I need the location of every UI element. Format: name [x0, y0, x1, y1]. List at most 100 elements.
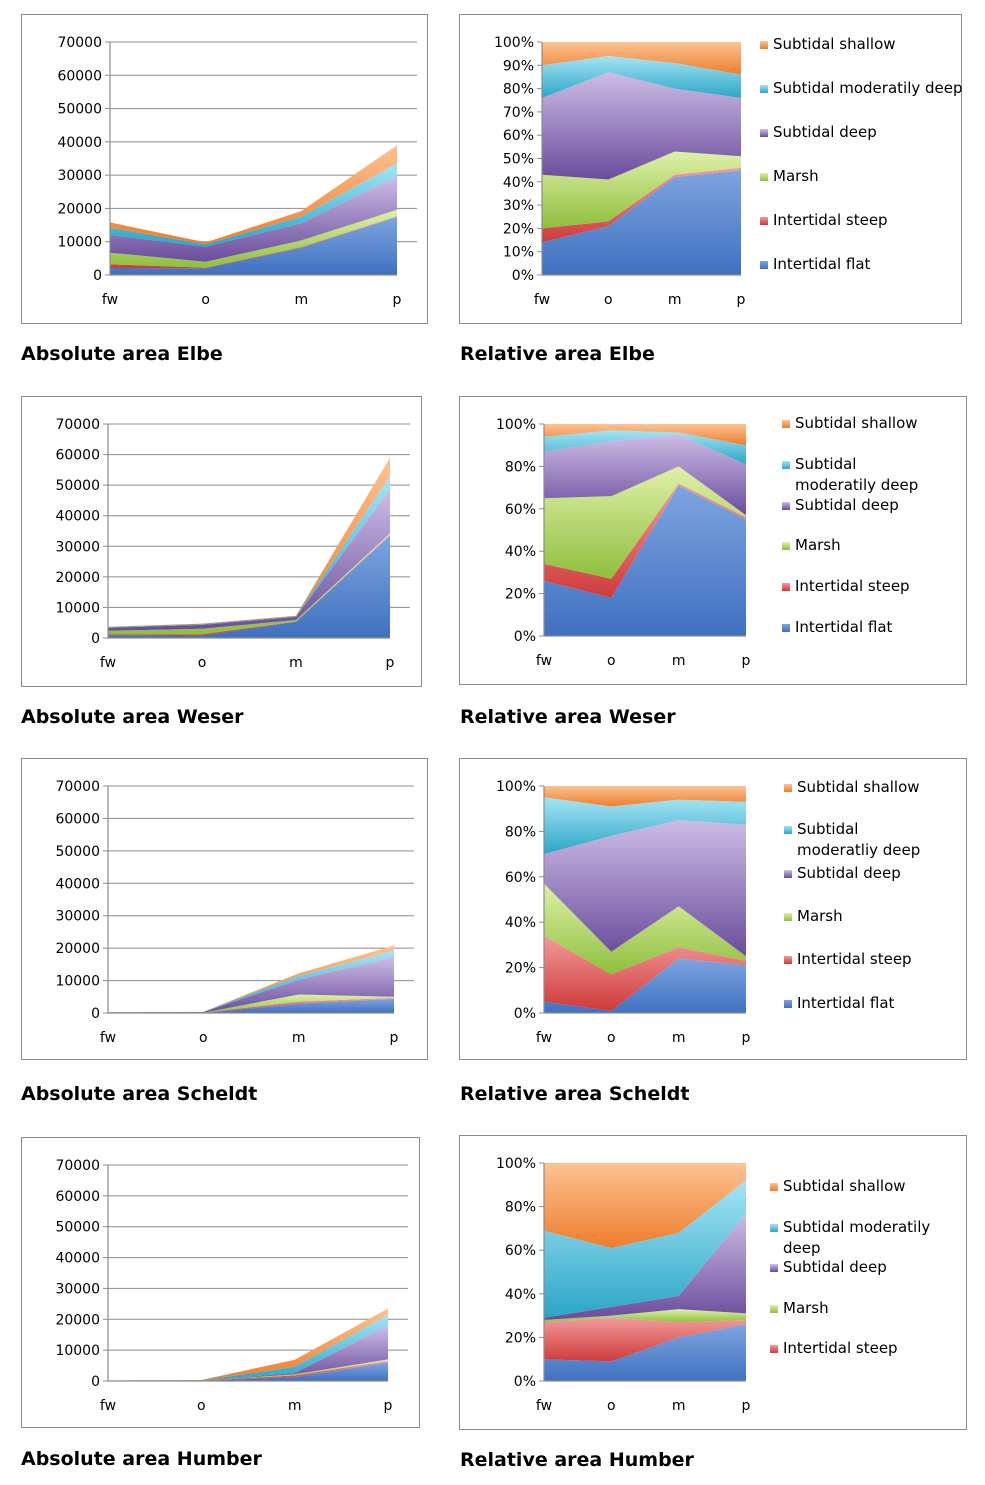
y-tick-label: 10000	[55, 974, 100, 990]
legend-swatch	[782, 583, 790, 591]
legend-label: Marsh	[783, 1299, 829, 1317]
x-tick-label: fw	[536, 1030, 552, 1046]
area-subtidal-shallow	[544, 1163, 746, 1248]
y-tick-label: 100%	[494, 35, 534, 51]
area-marsh	[110, 209, 397, 268]
chart-abs-weser: 0 10000 20000 30000 40000 50000 60000 70000 fw o m…	[21, 396, 422, 687]
y-tick-label: 40%	[505, 544, 536, 560]
y-tick-label: 40%	[505, 1287, 536, 1303]
y-tick-label: 20%	[503, 221, 534, 237]
legend-swatch	[784, 870, 792, 878]
legend-label: Intertidal steep	[795, 577, 910, 595]
y-tick-label: 0%	[514, 629, 536, 645]
y-tick-label: 0	[91, 631, 100, 647]
x-tick-label: m	[295, 292, 309, 308]
x-tick-label: p	[390, 1030, 399, 1046]
y-tick-label: 80%	[505, 1200, 536, 1216]
legend-swatch	[770, 1224, 778, 1232]
x-tick-label: o	[197, 1398, 206, 1414]
y-tick-label: 0%	[514, 1374, 536, 1390]
x-tick-label: m	[672, 1030, 686, 1046]
x-tick-label: fw	[102, 292, 118, 308]
area-intertidal-flat	[544, 958, 746, 1013]
legend-label: Subtidal	[795, 455, 856, 473]
legend-swatch	[784, 956, 792, 964]
legend-label: moderatliy deep	[797, 841, 920, 859]
area-subtidal-deep	[542, 72, 741, 180]
caption-abs-weser: Absolute area Weser	[21, 706, 244, 728]
legend-swatch	[782, 502, 790, 510]
area-subtidal-deep	[544, 1213, 746, 1320]
legend-swatch	[770, 1183, 778, 1191]
x-tick-label: o	[607, 1030, 616, 1046]
y-tick-label: 80%	[505, 824, 536, 840]
x-tick-label: fw	[534, 292, 550, 308]
y-tick-label: 40%	[503, 175, 534, 191]
y-tick-label: 20000	[55, 941, 100, 957]
x-tick-label: m	[672, 1398, 686, 1414]
x-tick-label: fw	[100, 655, 116, 671]
legend-label: Subtidal shallow	[797, 778, 920, 796]
area-subtidal-deep	[108, 956, 394, 1013]
legend-swatch	[782, 624, 790, 632]
area-marsh	[542, 151, 741, 229]
area-intertidal-steep	[110, 216, 397, 269]
area-intertidal-flat	[544, 485, 746, 636]
chart-rel-weser-svg: 0% 20% 40% 60% 80% 100% fw o m p Subtidal shallow S…	[496, 414, 918, 669]
x-tick-label: m	[668, 292, 682, 308]
y-tick-label: 20%	[505, 587, 536, 603]
legend-label: Intertidal steep	[773, 211, 888, 229]
chart-rel-elbe: 0% 10% 20% 30% 40% 50% 60% 70% 80% 90% 100% fw o m p Su…	[459, 14, 963, 324]
y-tick-label: 40000	[55, 876, 100, 892]
y-tick-label: 30000	[57, 168, 102, 184]
x-tick-label: fw	[100, 1398, 116, 1414]
y-tick-label: 0	[93, 268, 102, 284]
area-subtidal-moderatily-deep	[544, 430, 746, 465]
caption-rel-elbe: Relative area Elbe	[460, 343, 655, 365]
y-tick-label: 40%	[505, 915, 536, 931]
area-subtidal-deep	[108, 489, 390, 631]
y-tick-label: 50000	[55, 1220, 100, 1236]
y-tick-label: 30000	[55, 909, 100, 925]
y-tick-label: 20000	[55, 1312, 100, 1328]
y-tick-label: 70%	[503, 105, 534, 121]
y-tick-label: 30%	[503, 198, 534, 214]
x-tick-label: m	[292, 1030, 306, 1046]
y-tick-label: 90%	[503, 58, 534, 74]
caption-rel-humber: Relative area Humber	[460, 1449, 694, 1471]
area-subtidal-shallow	[542, 42, 741, 75]
legend-swatch	[784, 826, 792, 834]
y-tick-label: 60%	[505, 502, 536, 518]
caption-abs-humber: Absolute area Humber	[21, 1448, 262, 1470]
chart-abs-scheldt-svg: 0 10000 20000 30000 40000 50000 60000 70000 fw o m…	[55, 779, 414, 1046]
legend-label: Marsh	[795, 536, 841, 554]
legend-swatch	[760, 41, 768, 49]
y-tick-label: 60%	[505, 870, 536, 886]
legend-label: Intertidal steep	[783, 1339, 898, 1357]
y-tick-label: 60000	[55, 1189, 100, 1205]
area-intertidal-steep	[542, 167, 741, 243]
chart-rel-humber-svg: 0% 20% 40% 60% 80% 100% fw o m p Subtidal shallow S…	[496, 1156, 930, 1414]
legend-label: Subtidal moderatily	[783, 1218, 930, 1236]
y-tick-label: 50%	[503, 152, 534, 168]
y-tick-label: 60%	[505, 1243, 536, 1259]
y-tick-label: 0	[91, 1374, 100, 1390]
legend-label: Subtidal shallow	[783, 1177, 906, 1195]
chart-abs-humber: 0 10000 20000 30000 40000 50000 60000 70000 fw o m…	[21, 1137, 420, 1428]
legend-label: moderatily deep	[795, 476, 918, 494]
y-tick-label: 70000	[55, 779, 100, 795]
legend-label: Subtidal deep	[773, 123, 877, 141]
area-intertidal-steep	[108, 1360, 388, 1381]
legend-swatch	[760, 129, 768, 137]
legend-swatch	[760, 217, 768, 225]
area-subtidal-moderatily-deep	[108, 1314, 388, 1381]
x-tick-label: o	[198, 655, 207, 671]
legend-label: Subtidal moderatily deep	[773, 79, 963, 97]
area-intertidal-flat	[108, 998, 394, 1013]
legend-swatch	[782, 542, 790, 550]
y-tick-label: 10%	[503, 245, 534, 261]
y-tick-label: 100%	[496, 779, 536, 795]
legend-label: Marsh	[797, 907, 843, 925]
area-marsh	[108, 994, 394, 1013]
y-tick-label: 70000	[55, 417, 100, 433]
